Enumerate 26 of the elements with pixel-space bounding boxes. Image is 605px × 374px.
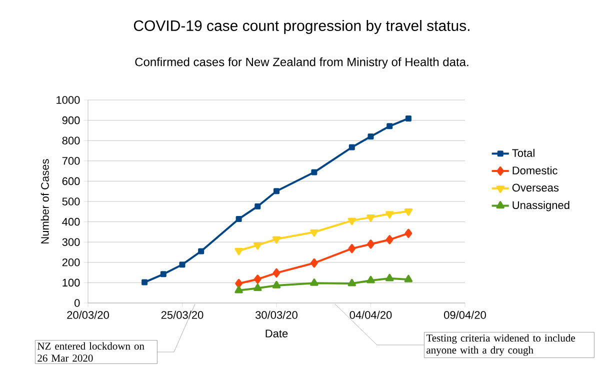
y-tick-label: 400 [62,218,80,226]
y-tick-label: 100 [62,278,80,287]
y-axis-title: Number of Cases [40,159,49,244]
y-tick-label: 700 [62,157,80,165]
y-tick-label: 500 [62,198,80,206]
x-tick-label: 25/03/20 [161,310,204,319]
y-tick-label: 900 [62,116,80,124]
x-axis-title: Date [266,330,288,338]
x-tick-label: 04/04/20 [350,310,392,319]
x-tick-label: 30/03/20 [256,310,298,319]
text: NZ entered lockdown on 26 Mar 2020 [38,342,144,362]
y-tick-label: 0 [74,299,80,307]
x-tick-label: 20/03/20 [67,310,109,319]
legend-label: Unassigned [512,200,570,212]
legend-label: Overseas [512,184,559,192]
y-tick-label: 200 [62,258,80,266]
text: Testing criteria widened to include anyone with a dry cough [426,334,575,356]
legend-label: Total [512,148,534,157]
y-tick-label: 800 [62,136,80,144]
chart-title: COVID-19 case count progression by travel status. [134,20,470,34]
y-tick-label: 300 [62,238,80,246]
chart-subtitle: Confirmed cases for New Zealand from Ministry of Health data. [135,57,468,69]
y-tick-label: 600 [62,177,80,186]
x-tick-label: 09/04/20 [444,310,486,319]
y-tick-label: 1000 [56,96,80,104]
legend-label: Domestic [512,166,558,174]
